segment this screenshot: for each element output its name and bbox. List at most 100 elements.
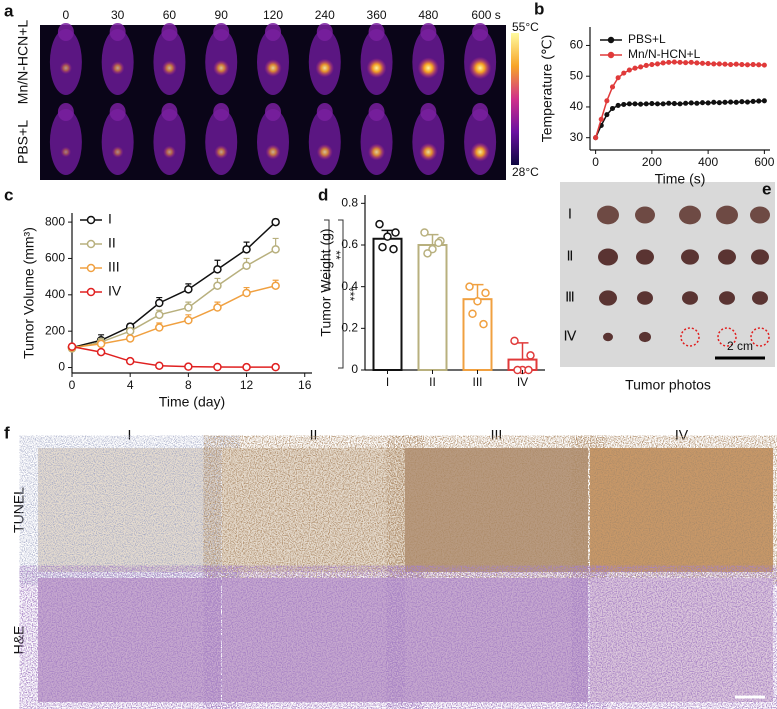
photo-background xyxy=(560,182,775,367)
column-label: IV xyxy=(675,427,689,443)
y-tick-label: 0 xyxy=(351,362,358,376)
tumor xyxy=(716,205,738,225)
data-point xyxy=(468,309,477,318)
data-point xyxy=(389,244,398,254)
heat-spot xyxy=(417,57,439,79)
tumor xyxy=(752,291,768,305)
mouse-head xyxy=(57,23,74,41)
micrograph-texture xyxy=(38,448,221,572)
error-bar xyxy=(426,233,439,245)
marker xyxy=(750,61,756,68)
x-tick-label: 600 xyxy=(754,155,774,169)
tumor xyxy=(598,248,618,266)
x-tick-label: 4 xyxy=(127,378,134,392)
marker xyxy=(155,323,164,332)
heat-spot xyxy=(213,59,230,77)
mouse-head xyxy=(57,103,74,121)
mouse-head xyxy=(109,103,126,121)
y-tick-label: 0.2 xyxy=(341,321,358,335)
tumor xyxy=(635,206,655,224)
marker xyxy=(688,59,694,65)
colorbar-min: 28°C xyxy=(512,165,539,179)
marker xyxy=(733,99,739,105)
x-tick-label: III xyxy=(472,375,482,389)
y-tick-label: 400 xyxy=(45,287,65,301)
marker xyxy=(184,285,193,294)
legend-label: PBS+L xyxy=(628,32,666,46)
marker xyxy=(750,98,756,104)
marker xyxy=(699,100,706,106)
marker xyxy=(609,84,616,90)
mouse-head xyxy=(213,23,230,41)
column-label: II xyxy=(310,427,318,443)
legend-marker xyxy=(86,239,96,249)
data-point xyxy=(423,249,432,258)
heat-spot xyxy=(60,146,72,158)
y-tick-label: 30 xyxy=(570,130,584,144)
mouse xyxy=(101,109,134,175)
marker xyxy=(654,61,661,67)
mouse-head xyxy=(368,103,385,121)
data-point xyxy=(526,351,535,360)
y-axis-label: Tumor Volume (mm³) xyxy=(21,227,37,359)
series-line xyxy=(71,248,277,350)
x-tick-label: 16 xyxy=(298,378,312,392)
marker xyxy=(242,362,251,372)
y-tick-label: 60 xyxy=(570,38,584,52)
row-label: Mn/N-HCN+L xyxy=(15,20,31,105)
marker xyxy=(761,62,767,68)
marker xyxy=(96,339,106,349)
x-tick-label: 8 xyxy=(185,378,192,392)
micrograph-texture xyxy=(405,578,588,702)
heat-spot xyxy=(264,59,282,77)
marker xyxy=(638,64,644,70)
y-axis-label: Temperature (℃) xyxy=(539,35,555,143)
tumor xyxy=(679,205,701,225)
series-line xyxy=(594,61,765,138)
row-label: Ⅲ xyxy=(565,289,575,305)
panel-label: b xyxy=(534,0,544,18)
marker xyxy=(705,100,711,106)
legend-label: IV xyxy=(108,283,122,299)
marker xyxy=(677,101,683,107)
marker xyxy=(271,217,280,227)
marker xyxy=(609,105,616,112)
marker xyxy=(621,101,627,108)
heat-spot xyxy=(162,60,177,76)
data-point xyxy=(375,219,384,229)
marker xyxy=(744,62,751,68)
tumor xyxy=(751,249,769,265)
error-bar xyxy=(471,283,484,300)
mouse-head xyxy=(265,103,281,121)
marker xyxy=(671,59,677,65)
marker xyxy=(184,362,193,371)
marker xyxy=(694,60,700,66)
heat-spot xyxy=(265,144,281,160)
tumor xyxy=(639,331,651,343)
marker xyxy=(632,101,638,107)
marker xyxy=(649,61,655,68)
legend-label: Mn/N-HCN+L xyxy=(628,47,701,61)
marker xyxy=(632,65,638,71)
y-tick-label: 40 xyxy=(570,99,584,113)
legend-marker xyxy=(607,36,615,44)
legend-marker xyxy=(86,215,96,225)
marker xyxy=(705,61,711,67)
heat-spot xyxy=(315,58,335,78)
marker xyxy=(125,356,135,366)
marker xyxy=(694,100,700,106)
tumor xyxy=(681,249,699,265)
time-label: 60 xyxy=(163,8,177,22)
tumor xyxy=(603,332,613,342)
marker xyxy=(660,60,666,66)
data-point xyxy=(479,319,488,329)
time-label: 120 xyxy=(263,8,283,22)
marker xyxy=(621,70,627,76)
time-label: 480 xyxy=(418,8,438,22)
mouse xyxy=(49,109,82,175)
empty-mark xyxy=(717,327,737,347)
mouse-head xyxy=(161,23,178,41)
row-label: H&E xyxy=(11,626,27,655)
marker xyxy=(271,245,280,254)
tumor xyxy=(718,249,736,265)
